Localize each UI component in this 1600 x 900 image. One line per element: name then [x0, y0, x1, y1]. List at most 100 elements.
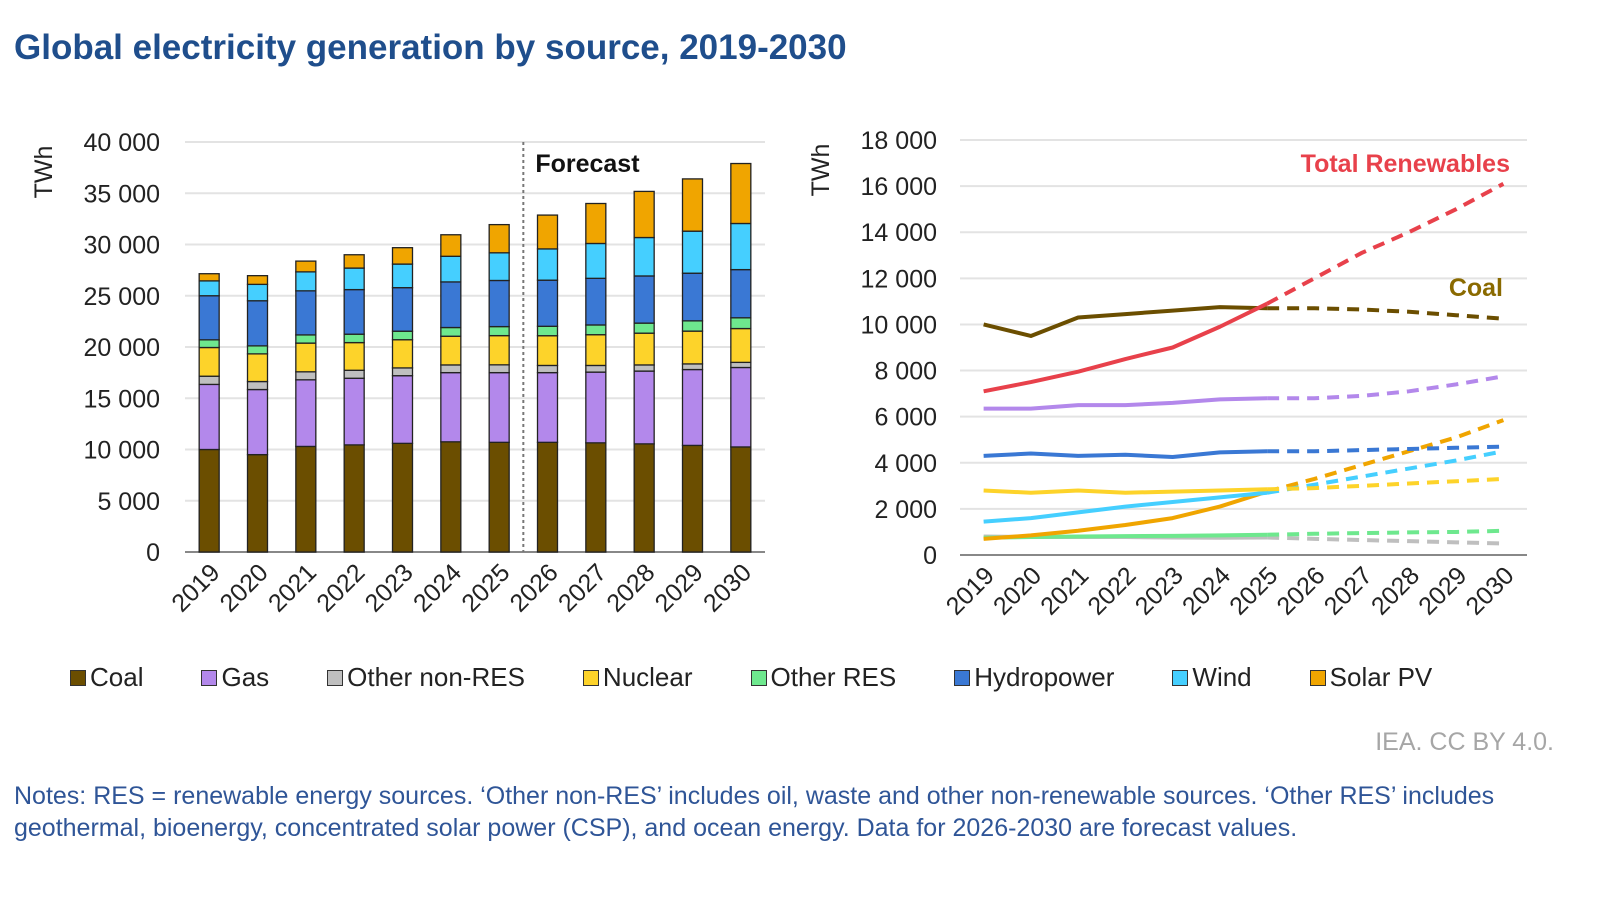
x-tick-label: 2019 [166, 558, 225, 617]
legend-label: Coal [90, 662, 144, 692]
y-axis-label: TWh [807, 144, 835, 197]
bar-segment-hydropower [488, 279, 510, 328]
legend: Coal Gas Other non-RES Nuclear Other RES Hydr… [70, 662, 1432, 693]
bar-segment-hydropower [198, 295, 220, 341]
x-tick-label: 2022 [1082, 561, 1141, 620]
bar-segment-other-non-res [633, 364, 655, 372]
bar-segment-gas [295, 379, 317, 448]
bar-segment-wind [343, 267, 365, 291]
y-tick-label: 12 000 [861, 265, 937, 293]
x-tick-label: 2025 [456, 558, 515, 617]
y-tick-label: 0 [923, 542, 937, 570]
bar-segment-other-res [585, 324, 607, 336]
bar-segment-solar-pv [198, 273, 220, 282]
bar-segment-wind [585, 242, 607, 279]
legend-item: Coal [70, 662, 143, 693]
y-tick-label: 20 000 [84, 334, 160, 362]
bar-segment-solar-pv [585, 202, 607, 245]
line-coal-actual [983, 305, 1268, 338]
bar-segment-hydropower [730, 268, 752, 319]
line-solar-pv-forecast [1266, 418, 1505, 494]
y-tick-label: 10 000 [861, 311, 937, 339]
legend-swatch [327, 669, 344, 686]
x-tick-label: 2019 [941, 561, 1000, 620]
bar-segment-nuclear [585, 334, 607, 367]
bar-segment-solar-pv [681, 178, 704, 232]
x-tick-label: 2024 [408, 558, 467, 617]
legend-swatch [201, 669, 218, 686]
y-tick-label: 35 000 [84, 180, 160, 208]
x-tick-label: 2027 [553, 558, 612, 617]
bar-segment-other-non-res [198, 375, 220, 386]
x-tick-label: 2028 [601, 558, 660, 617]
bar-segment-wind [536, 248, 559, 281]
y-tick-label: 6 000 [874, 404, 937, 432]
y-tick-label: 40 000 [84, 129, 160, 157]
bar-segment-other-non-res [681, 363, 704, 371]
bar-segment-coal [343, 444, 365, 553]
legend-swatch [954, 669, 971, 686]
bar-segment-gas [391, 375, 414, 445]
legend-label: Other non-RES [347, 662, 525, 692]
x-tick-label: 2026 [505, 558, 564, 617]
x-tick-label: 2022 [311, 558, 370, 617]
legend-item: Hydropower [954, 662, 1114, 693]
legend-swatch [70, 669, 86, 686]
bar-segment-hydropower [440, 281, 462, 329]
x-tick-label: 2029 [1413, 561, 1472, 620]
legend-label: Solar PV [1329, 662, 1433, 692]
line-coal-forecast [1267, 306, 1504, 321]
bar-segment-other-res [488, 325, 510, 337]
bar-segment-coal [440, 441, 462, 553]
bar-segment-solar-pv [246, 275, 269, 286]
y-axis-label: TWh [30, 146, 58, 199]
bar-segment-coal [295, 445, 317, 553]
bar-segment-wind [246, 283, 269, 302]
bar-segment-other-non-res [488, 364, 510, 374]
bar-segment-gas [681, 368, 704, 447]
bar-segment-hydropower [246, 300, 269, 347]
legend-item: Nuclear [582, 662, 693, 693]
bar-segment-coal [391, 442, 414, 553]
bar-segment-gas [198, 383, 220, 451]
bar-segment-other-res [681, 320, 704, 332]
y-tick-label: 5 000 [97, 488, 160, 516]
bar-segment-gas [585, 371, 607, 444]
y-tick-label: 14 000 [861, 219, 937, 247]
notes: Notes: RES = renewable energy sources. ‘… [14, 782, 1495, 842]
bar-segment-nuclear [295, 342, 317, 373]
bar-segment-solar-pv [536, 214, 559, 250]
line-total-renewables-actual [983, 301, 1269, 394]
legend-label: Hydropower [974, 662, 1115, 692]
bar-segment-hydropower [295, 290, 317, 336]
bar-segment-solar-pv [440, 234, 462, 257]
y-tick-label: 18 000 [861, 127, 937, 155]
line-wind-actual [983, 490, 1268, 524]
x-tick-label: 2026 [1271, 561, 1330, 620]
bar-segment-other-non-res [536, 364, 559, 374]
bar-segment-wind [488, 252, 510, 282]
bar-segment-gas [730, 366, 752, 448]
bar-segment-other-res [391, 330, 414, 341]
y-tick-label: 15 000 [84, 385, 160, 413]
bar-segment-gas [440, 371, 462, 443]
bar-segment-nuclear [440, 335, 462, 366]
bar-segment-other-res [440, 326, 462, 337]
y-tick-label: 2 000 [874, 496, 937, 524]
x-tick-label: 2024 [1177, 561, 1236, 620]
x-tick-label: 2021 [1035, 561, 1094, 620]
forecast-label: Forecast [535, 150, 640, 178]
bar-segment-other-res [343, 333, 365, 344]
line-gas-forecast [1267, 374, 1504, 401]
bar-segment-wind [295, 271, 317, 292]
chart-title: Global electricity generation by source,… [14, 28, 847, 67]
bar-segment-wind [198, 280, 220, 297]
bar-segment-gas [536, 371, 559, 443]
bar-segment-coal [730, 446, 752, 553]
x-tick-label: 2030 [1460, 561, 1519, 620]
line-solar-pv-actual [983, 489, 1268, 541]
bar-segment-gas [343, 377, 365, 446]
line-nuclear-actual [983, 487, 1268, 495]
bar-segment-coal [198, 448, 220, 553]
